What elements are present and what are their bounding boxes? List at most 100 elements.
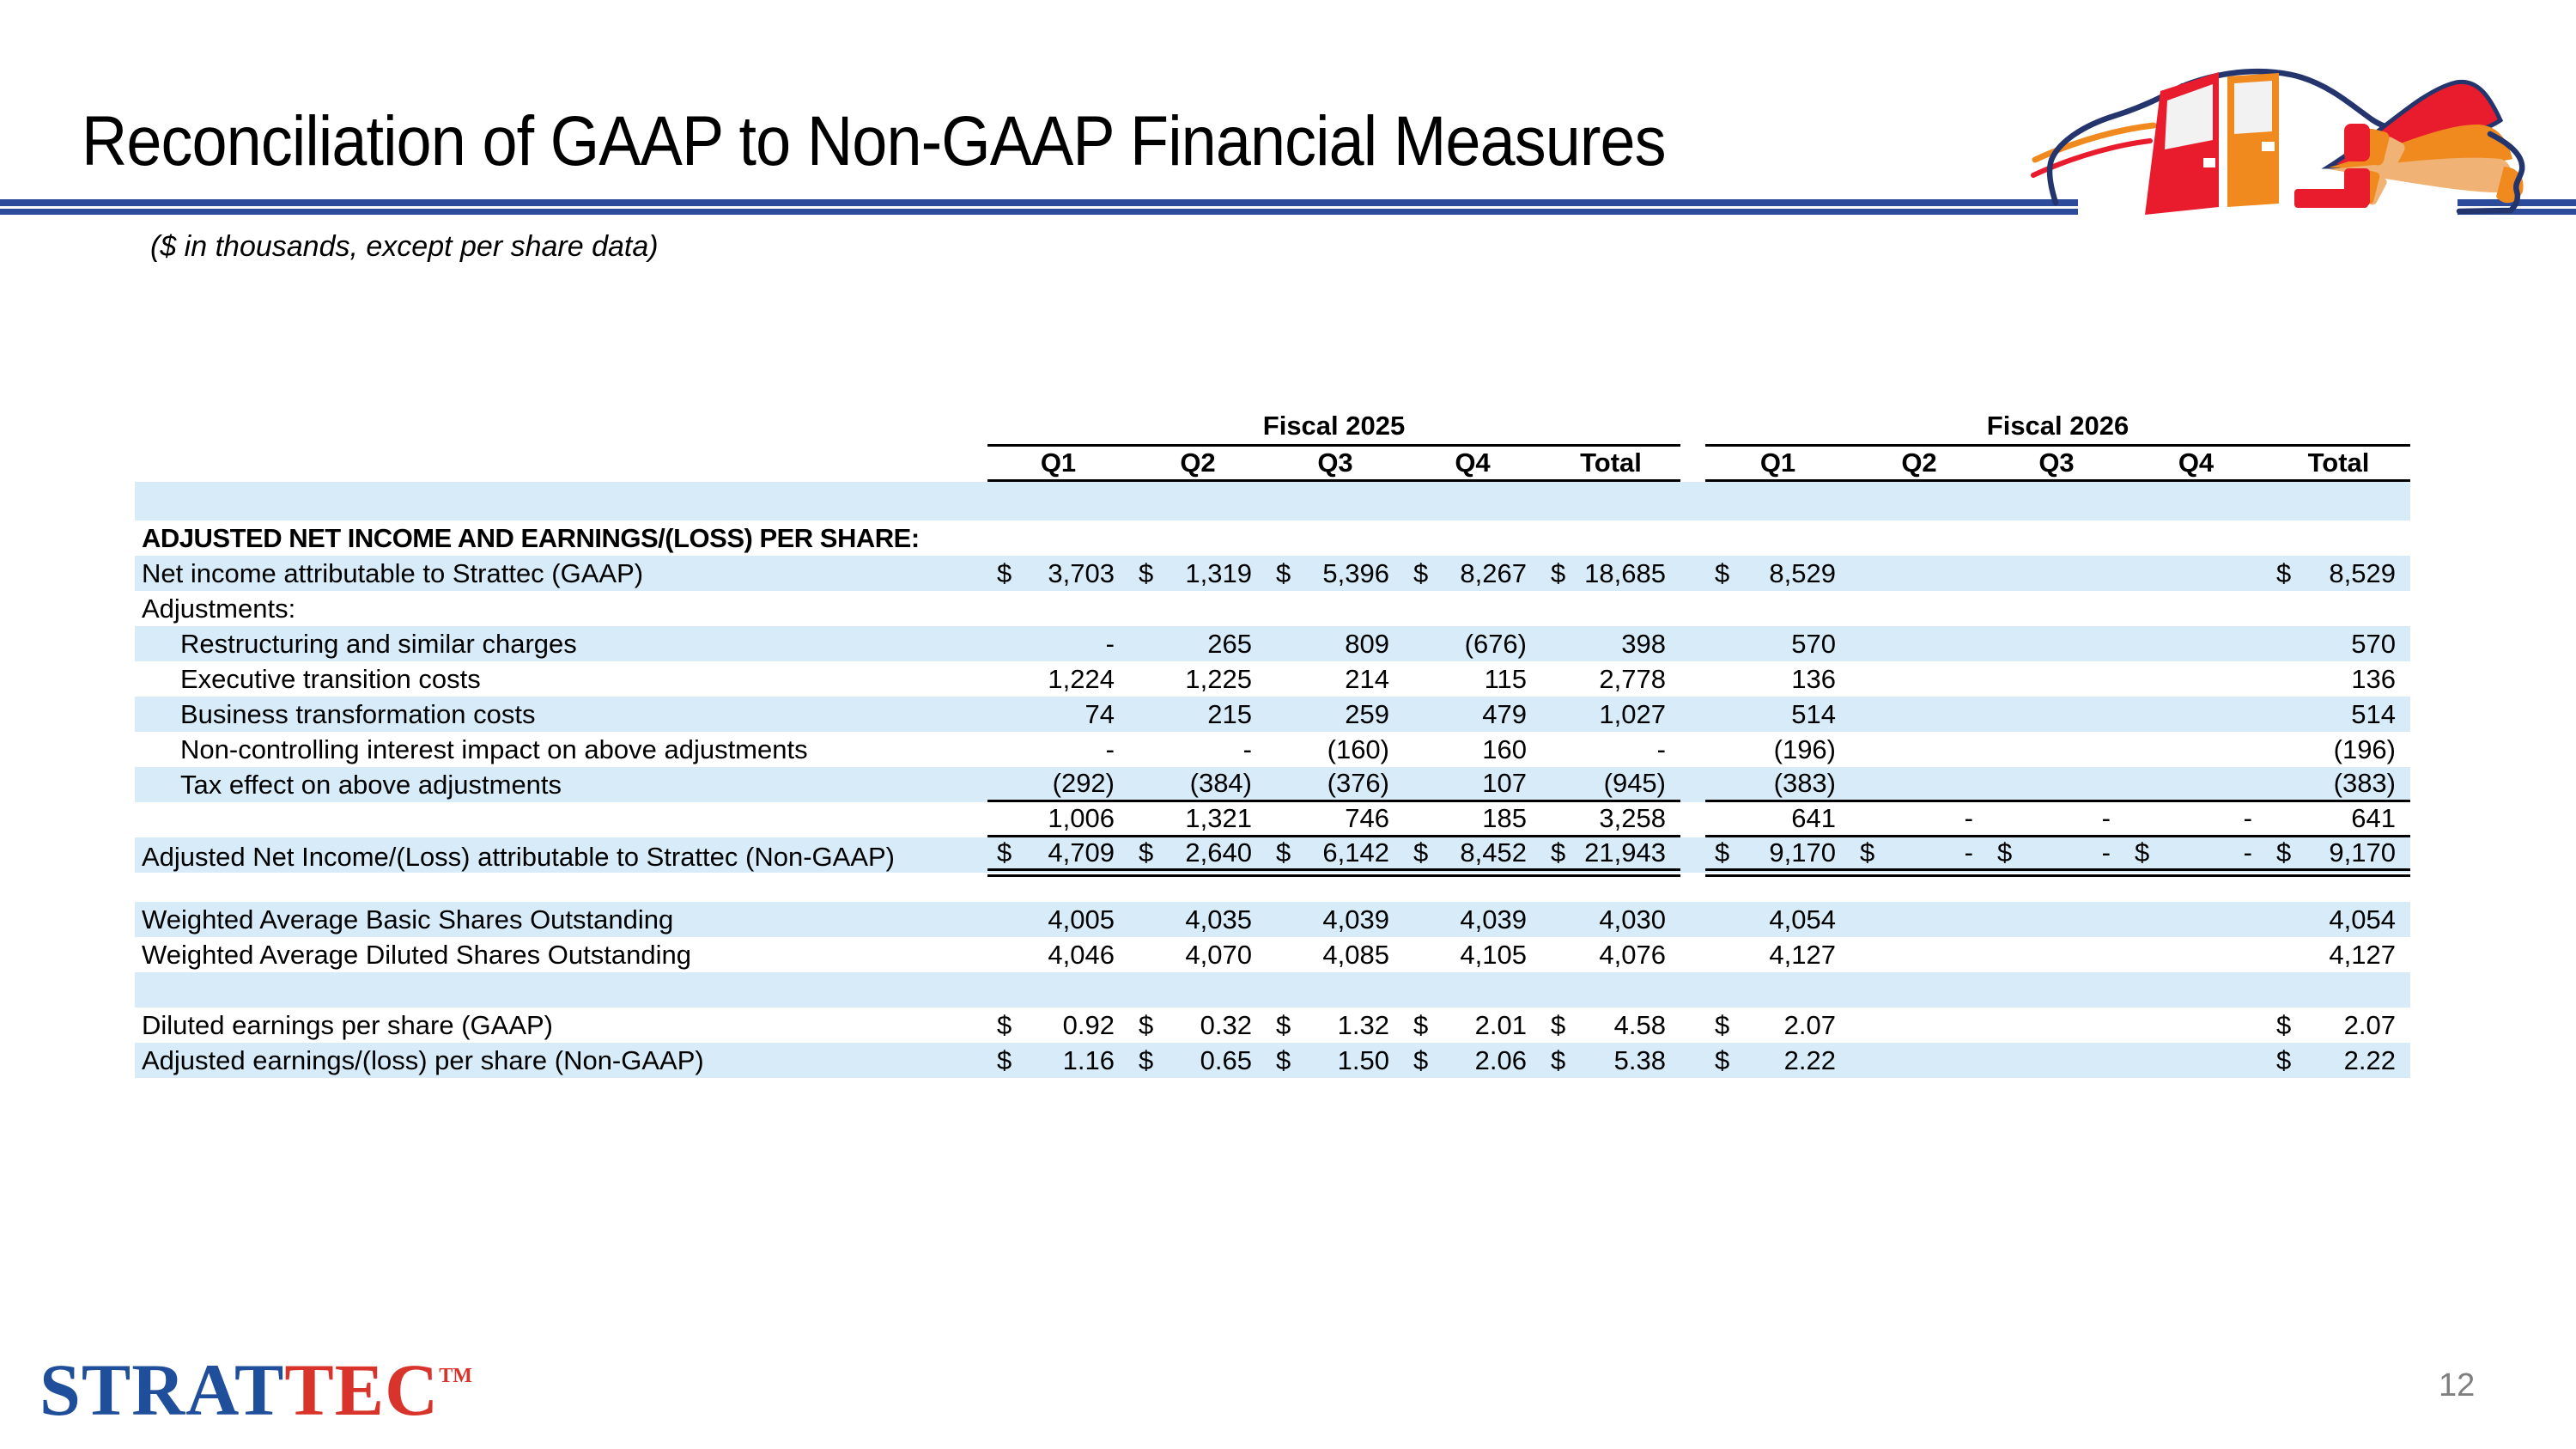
cell-value: 3,703 <box>1048 557 1115 588</box>
cell-fy26-total: 4,127 <box>2267 937 2410 972</box>
cell-fy25-total: $21,943 <box>1541 837 1680 877</box>
cell-value: - <box>2101 803 2111 833</box>
cell-fy26-q3 <box>1988 697 2125 732</box>
row-label: Executive transition costs <box>180 663 481 694</box>
dollar-sign: $ <box>1715 1044 1730 1075</box>
cell-fy25-total: 2,778 <box>1541 661 1680 697</box>
row-label: Adjusted Net Income/(Loss) attributable … <box>142 842 895 872</box>
cell-value: 641 <box>1791 803 1836 833</box>
cell-fy25-q4: 185 <box>1404 802 1541 837</box>
cell-fy26-total <box>2267 521 2410 556</box>
cell-value: 4,127 <box>2329 939 2396 970</box>
group-gap <box>1680 767 1705 802</box>
door-orange-window <box>2234 81 2272 134</box>
row-label: Business transformation costs <box>180 698 536 729</box>
table-row: Non-controlling interest impact on above… <box>135 732 2410 767</box>
cell-value: 4,039 <box>1460 904 1527 935</box>
cell-fy26-q3 <box>1988 521 2125 556</box>
dollar-sign: $ <box>2276 1009 2292 1040</box>
cell-fy25-q2: 4,035 <box>1129 902 1267 937</box>
cell-fy25-q1: 1,224 <box>987 661 1129 697</box>
cell-fy26-q2 <box>1850 1043 1988 1078</box>
cell-fy25-q3: (376) <box>1267 767 1404 802</box>
cell-value: 1,224 <box>1048 663 1115 694</box>
dollar-sign: $ <box>997 557 1012 588</box>
cell-fy25-q4: 4,105 <box>1404 937 1541 972</box>
cell-fy26-q3: $ - <box>1988 837 2125 877</box>
column-header-fy25-total: Total <box>1541 447 1680 482</box>
cell-fy25-q1: 74 <box>987 697 1129 732</box>
cell-value: 0.32 <box>1200 1009 1252 1040</box>
cell-fy25-q1: $1.16 <box>987 1043 1129 1078</box>
cell-value: 1.16 <box>1062 1044 1115 1075</box>
cell-value: 4,076 <box>1599 939 1666 970</box>
dollar-sign: $ <box>1139 1009 1154 1040</box>
table-body: ADJUSTED NET INCOME AND EARNINGS/(LOSS) … <box>135 482 2410 1078</box>
dollar-sign: $ <box>1551 557 1566 588</box>
cell-fy26-total: 4,054 <box>2267 902 2410 937</box>
dollar-sign: $ <box>1413 1009 1429 1040</box>
cell-value: 8,529 <box>2329 557 2396 588</box>
cell-fy26-q2 <box>1850 626 1988 661</box>
cell-fy26-total: 136 <box>2267 661 2410 697</box>
cell-fy26-q1 <box>1705 591 1850 626</box>
cell-fy26-q1: 641 <box>1705 802 1850 837</box>
cell-fy26-q4 <box>2125 661 2267 697</box>
cell-fy25-total: 4,030 <box>1541 902 1680 937</box>
table-row: Business transformation costs 74 215 259 479… <box>135 697 2410 732</box>
cell-fy25-q3: $6,142 <box>1267 837 1404 877</box>
column-header-fy26-q1: Q1 <box>1705 447 1850 482</box>
dollar-sign: $ <box>1715 1009 1730 1040</box>
door-red-window <box>2165 84 2213 149</box>
dollar-sign: $ <box>1139 1044 1154 1075</box>
dollar-sign: $ <box>2135 837 2150 868</box>
cell-value: 4,085 <box>1322 939 1389 970</box>
column-header-fy25-q1: Q1 <box>987 447 1129 482</box>
cell-value: 4.58 <box>1613 1009 1666 1040</box>
blank-row <box>135 873 2410 902</box>
cell-fy25-q3 <box>1267 591 1404 626</box>
cell-fy25-total: 3,258 <box>1541 802 1680 837</box>
cell-value: 2,640 <box>1185 837 1252 868</box>
cell-value: 1.32 <box>1337 1009 1389 1040</box>
cell-fy26-q2 <box>1850 937 1988 972</box>
title-divider-top <box>0 199 2576 206</box>
cell-fy26-q1: 4,054 <box>1705 902 1850 937</box>
table-row: Weighted Average Diluted Shares Outstand… <box>135 937 2410 972</box>
fiscal-year-header-row: Fiscal 2025 Fiscal 2026 <box>135 411 2410 447</box>
cell-fy25-q2: 265 <box>1129 626 1267 661</box>
cell-fy25-total: $5.38 <box>1541 1043 1680 1078</box>
cell-value: - <box>1656 734 1666 764</box>
cell-fy25-q2: 215 <box>1129 697 1267 732</box>
cell-fy26-q3 <box>1988 591 2125 626</box>
cell-value: - <box>2243 837 2252 868</box>
cell-value: 9,170 <box>1769 837 1836 868</box>
cell-fy26-q1: (383) <box>1705 767 1850 802</box>
cell-fy26-q4 <box>2125 556 2267 591</box>
logo-text-strat: STRAT <box>39 1349 285 1431</box>
cell-value: 0.65 <box>1200 1044 1252 1075</box>
dollar-sign: $ <box>997 1009 1012 1040</box>
cell-fy26-q2 <box>1850 767 1988 802</box>
dollar-sign: $ <box>1139 557 1154 588</box>
cell-value: 4,046 <box>1048 939 1115 970</box>
table-row: Adjusted earnings/(loss) per share (Non-… <box>135 1043 2410 1078</box>
group-gap <box>1680 626 1705 661</box>
cell-value: (945) <box>1603 768 1666 798</box>
cell-fy26-q2 <box>1850 732 1988 767</box>
cell-value: 4,709 <box>1048 837 1115 868</box>
cell-fy26-q4 <box>2125 902 2267 937</box>
cell-value: 2.01 <box>1474 1009 1527 1040</box>
cell-value: 5.38 <box>1613 1044 1666 1075</box>
cell-value: (383) <box>2333 768 2396 798</box>
cell-fy25-q3: 4,085 <box>1267 937 1404 972</box>
cell-value: 185 <box>1482 803 1527 833</box>
subtitle: ($ in thousands, except per share data) <box>150 230 659 263</box>
quarter-header-row: Q1 Q2 Q3 Q4 Total Q1 Q2 Q3 Q4 Total <box>135 447 2410 482</box>
cell-fy25-q3: (160) <box>1267 732 1404 767</box>
table-row: Executive transition costs 1,224 1,225 214 1… <box>135 661 2410 697</box>
dollar-sign: $ <box>1413 1044 1429 1075</box>
cell-fy26-q4 <box>2125 1008 2267 1043</box>
cell-fy26-total: $8,529 <box>2267 556 2410 591</box>
table-row: Net income attributable to Strattec (GAA… <box>135 556 2410 591</box>
